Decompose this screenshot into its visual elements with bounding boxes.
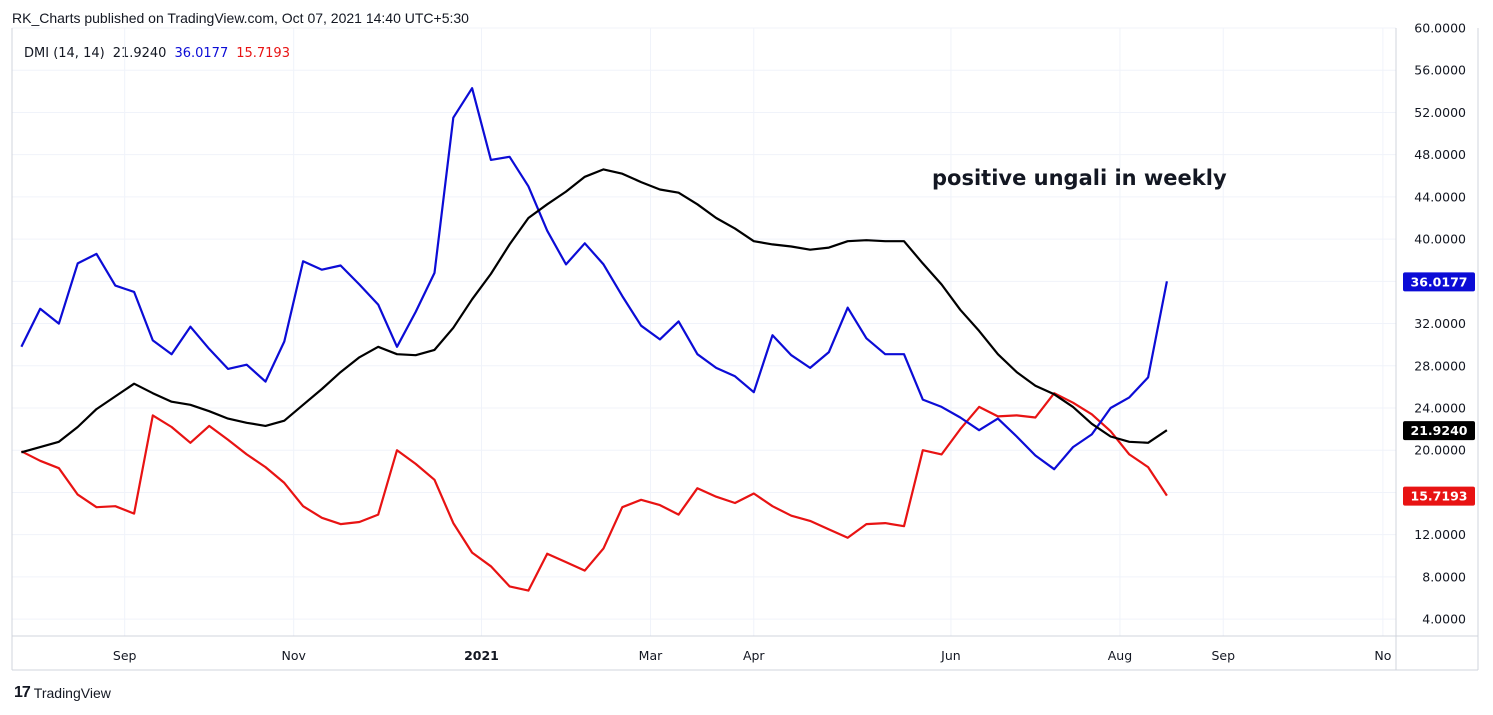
y-tick-label: 4.0000 <box>1422 612 1466 627</box>
tradingview-logo-icon: 17 <box>14 684 31 701</box>
x-tick-label: Nov <box>281 648 306 663</box>
y-tick-label: 52.0000 <box>1414 105 1466 120</box>
tradingview-brand: TradingView <box>33 685 111 701</box>
y-tick-label: 28.0000 <box>1414 358 1466 373</box>
price-label-text: 36.0177 <box>1411 274 1468 289</box>
price-label-text: 21.9240 <box>1411 423 1468 438</box>
x-tick-label: No <box>1374 648 1391 663</box>
chart-annotation: positive ungali in weekly <box>932 166 1227 190</box>
y-tick-label: 12.0000 <box>1414 527 1466 542</box>
price-labels: 21.9240 36.0177 15.7193 <box>1403 272 1475 506</box>
y-tick-label: 56.0000 <box>1414 63 1466 78</box>
grid-lines <box>12 27 1396 636</box>
x-tick-label: 2021 <box>464 648 499 663</box>
price-label-bg <box>1403 272 1475 292</box>
y-tick-label: 44.0000 <box>1414 189 1466 204</box>
x-tick-label: Sep <box>113 648 137 663</box>
y-tick-label: 24.0000 <box>1414 401 1466 416</box>
x-tick-label: Sep <box>1211 648 1235 663</box>
publisher-header: RK_Charts published on TradingView.com, … <box>12 10 469 26</box>
y-tick-label: 32.0000 <box>1414 316 1466 331</box>
x-tick-label: Jun <box>940 648 961 663</box>
legend-plus-di-value: 36.0177 <box>174 46 229 61</box>
series-line-di[interactable] <box>20 87 1168 471</box>
price-label-di: 15.7193 <box>1403 486 1475 506</box>
price-label-bg <box>1403 421 1475 441</box>
price-label-adx: 21.9240 <box>1403 421 1475 441</box>
x-tick-label: Mar <box>639 648 663 663</box>
legend-adx-value: 21.9240 <box>112 46 167 61</box>
series-layer <box>20 87 1168 592</box>
tradingview-footer[interactable]: 17 TradingView <box>14 684 111 702</box>
price-label-di: 36.0177 <box>1403 272 1475 292</box>
series-line-adx[interactable] <box>21 168 1168 454</box>
x-tick-label: Aug <box>1108 648 1132 663</box>
price-label-bg <box>1403 486 1475 506</box>
y-tick-label: 48.0000 <box>1414 147 1466 162</box>
axes: 4.00008.000012.000016.000020.000024.0000… <box>11 21 1479 671</box>
legend-indicator-name: DMI (14, 14) <box>24 46 105 61</box>
y-tick-label: 20.0000 <box>1414 443 1466 458</box>
indicator-legend: DMI (14, 14) 21.9240 36.0177 15.7193 <box>24 46 298 61</box>
price-label-text: 15.7193 <box>1411 489 1468 504</box>
y-tick-label: 60.0000 <box>1414 21 1466 36</box>
legend-minus-di-value: 15.7193 <box>236 46 290 61</box>
y-tick-label: 8.0000 <box>1422 569 1466 584</box>
series-line-di[interactable] <box>20 392 1168 592</box>
y-tick-label: 40.0000 <box>1414 232 1466 247</box>
x-tick-label: Apr <box>743 648 765 663</box>
